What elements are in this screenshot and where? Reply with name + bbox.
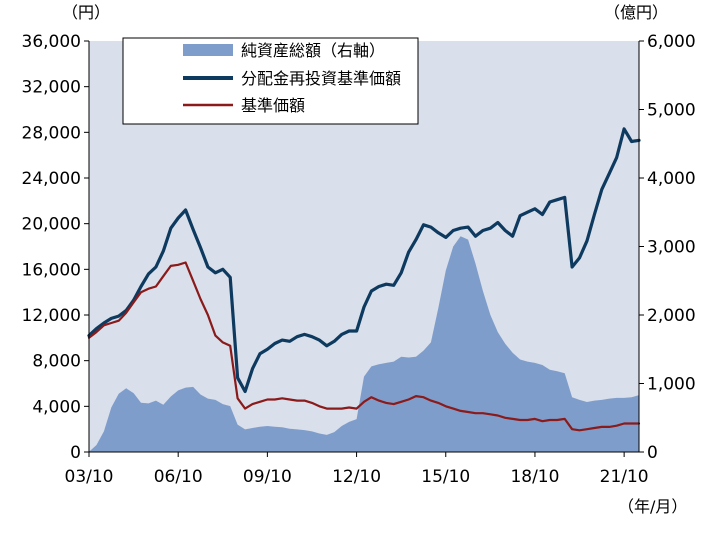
legend-label-nav: 基準価額 (241, 96, 305, 115)
x-axis-unit: （年/月） (618, 497, 687, 516)
left-axis-tick-label: 36,000 (22, 32, 81, 52)
x-axis-tick-label: 18/10 (510, 467, 559, 487)
left-axis-tick-label: 16,000 (22, 260, 81, 280)
left-axis-tick-label: 28,000 (22, 123, 81, 143)
x-axis-tick-label: 09/10 (243, 467, 292, 487)
right-axis-tick-label: 0 (647, 443, 658, 463)
left-axis-tick-label: 24,000 (22, 169, 81, 189)
right-axis-tick-label: 3,000 (647, 238, 696, 258)
right-axis-tick-label: 1,000 (647, 375, 696, 395)
x-axis-tick-label: 21/10 (600, 467, 649, 487)
tick-layer: 0 4,000 8,000 12,000 16,000 20,000 24,000 28,00… (22, 32, 696, 487)
left-axis-tick-label: 32,000 (22, 78, 81, 98)
x-axis-tick-label: 15/10 (421, 467, 470, 487)
legend-label-net-assets: 純資産総額（右軸） (241, 41, 385, 60)
left-axis-tick-label: 4,000 (32, 397, 81, 417)
left-axis-tick-label: 12,000 (22, 306, 81, 326)
legend-label-nav-reinvested: 分配金再投資基準価額 (241, 69, 401, 88)
series-area-net-assets (89, 236, 639, 452)
left-axis-tick-label: 8,000 (32, 352, 81, 372)
right-axis-unit: （億円） (604, 3, 668, 22)
left-axis-tick-label: 0 (70, 443, 81, 463)
right-axis-tick-label: 2,000 (647, 306, 696, 326)
legend: 純資産総額（右軸） 分配金再投資基準価額 基準価額 (122, 37, 419, 125)
x-axis-tick-label: 03/10 (65, 467, 114, 487)
line-layer (87, 127, 641, 432)
area-layer (89, 236, 639, 452)
left-axis-tick-label: 20,000 (22, 215, 81, 235)
x-axis-tick-label: 06/10 (154, 467, 203, 487)
series-line-nav-reinvested (87, 127, 641, 394)
legend-swatch-area (183, 44, 233, 56)
right-axis-tick-label: 6,000 (647, 32, 696, 52)
right-axis-tick-label: 5,000 (647, 101, 696, 121)
left-axis-unit: （円） (62, 3, 110, 22)
series-line-nav (87, 261, 641, 432)
legend-box (122, 37, 419, 125)
right-axis-tick-label: 4,000 (647, 169, 696, 189)
x-axis-tick-label: 12/10 (332, 467, 381, 487)
